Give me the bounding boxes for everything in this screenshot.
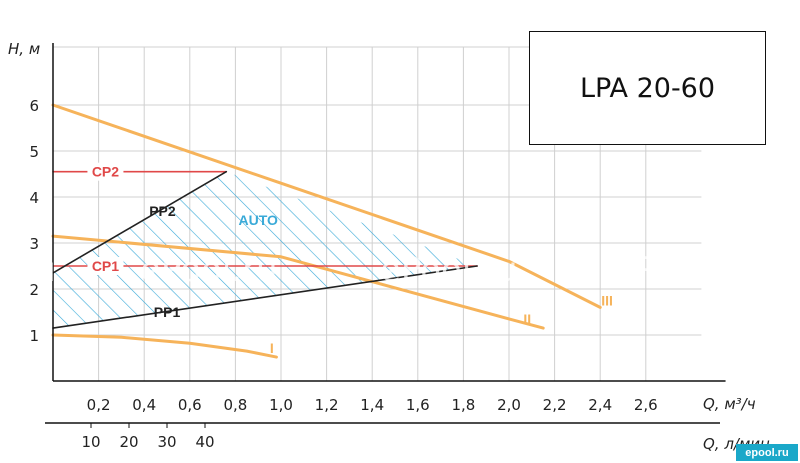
auto-region-hatch [53, 171, 478, 329]
series-ii [51, 234, 545, 330]
watermark: l.ru ePool.ru ePool.ru ePool.ru [0, 250, 753, 290]
x-axis-label: Q, м³/ч [703, 395, 756, 413]
labels: 0,2 0,4 0,6 0,8 1,0 1,2 1,4 1,6 1,8 2,0 2,2 2,4 2,6 1… [8, 40, 770, 453]
x-tick-label: 2,0 [497, 396, 521, 414]
axes [45, 43, 726, 428]
annotation-ii: II [523, 311, 531, 327]
cp-label-bg [87, 257, 124, 275]
watermark-text: ePool.ru [140, 250, 278, 290]
annotation-cp2: CP2 [92, 164, 119, 180]
watermark-text: ePool.ru [615, 250, 753, 290]
series-pp2 [52, 170, 228, 274]
y-tick-label: 6 [29, 97, 39, 115]
series-i [51, 333, 278, 359]
annotation-i: I [270, 340, 274, 356]
x2-tick-label: 30 [157, 433, 176, 451]
x-tick-label: 2,4 [588, 396, 612, 414]
y-axis-label: H, м [8, 40, 40, 58]
annotation-pp1: PP1 [154, 304, 181, 320]
x-tick-label: 1,4 [360, 396, 384, 414]
y-tick-label: 3 [29, 235, 39, 253]
x-tick-label: 0,6 [178, 396, 202, 414]
model-box: LPA 20-60 [529, 31, 766, 145]
watermark-text: l.ru [0, 250, 56, 290]
x-tick-label: 2,2 [543, 396, 567, 414]
auto-region [53, 171, 478, 329]
x-tick-label: 1,6 [406, 396, 430, 414]
cp-label-bg [87, 162, 124, 181]
watermark-text: ePool.ru [380, 250, 518, 290]
series-pp1 [52, 265, 478, 329]
x-tick-label: 1,2 [315, 396, 339, 414]
x-tick-label: 0,4 [132, 396, 156, 414]
annotation-auto: AUTO [238, 212, 278, 228]
series-group [51, 103, 602, 359]
x-tick-label: 2,6 [634, 396, 658, 414]
y-tick-label: 2 [29, 281, 39, 299]
y-tick-label: 5 [29, 143, 39, 161]
x-tick-label: 1,0 [269, 396, 293, 414]
site-badge: epool.ru [736, 444, 798, 461]
y-tick-label: 4 [29, 189, 39, 207]
model-title: LPA 20-60 [579, 72, 716, 104]
series-iii [51, 103, 602, 309]
annotation-cp1: CP1 [92, 258, 119, 274]
x2-tick-label: 20 [119, 433, 138, 451]
x-tick-label: 0,8 [223, 396, 247, 414]
y-tick-label: 1 [29, 327, 39, 345]
annotation-iii: III [601, 293, 613, 309]
x2-tick-label: 40 [195, 433, 214, 451]
annotation-pp2: PP2 [149, 203, 176, 219]
x-tick-label: 0,2 [87, 396, 111, 414]
x-tick-label: 1,8 [451, 396, 475, 414]
x2-tick-label: 10 [81, 433, 100, 451]
